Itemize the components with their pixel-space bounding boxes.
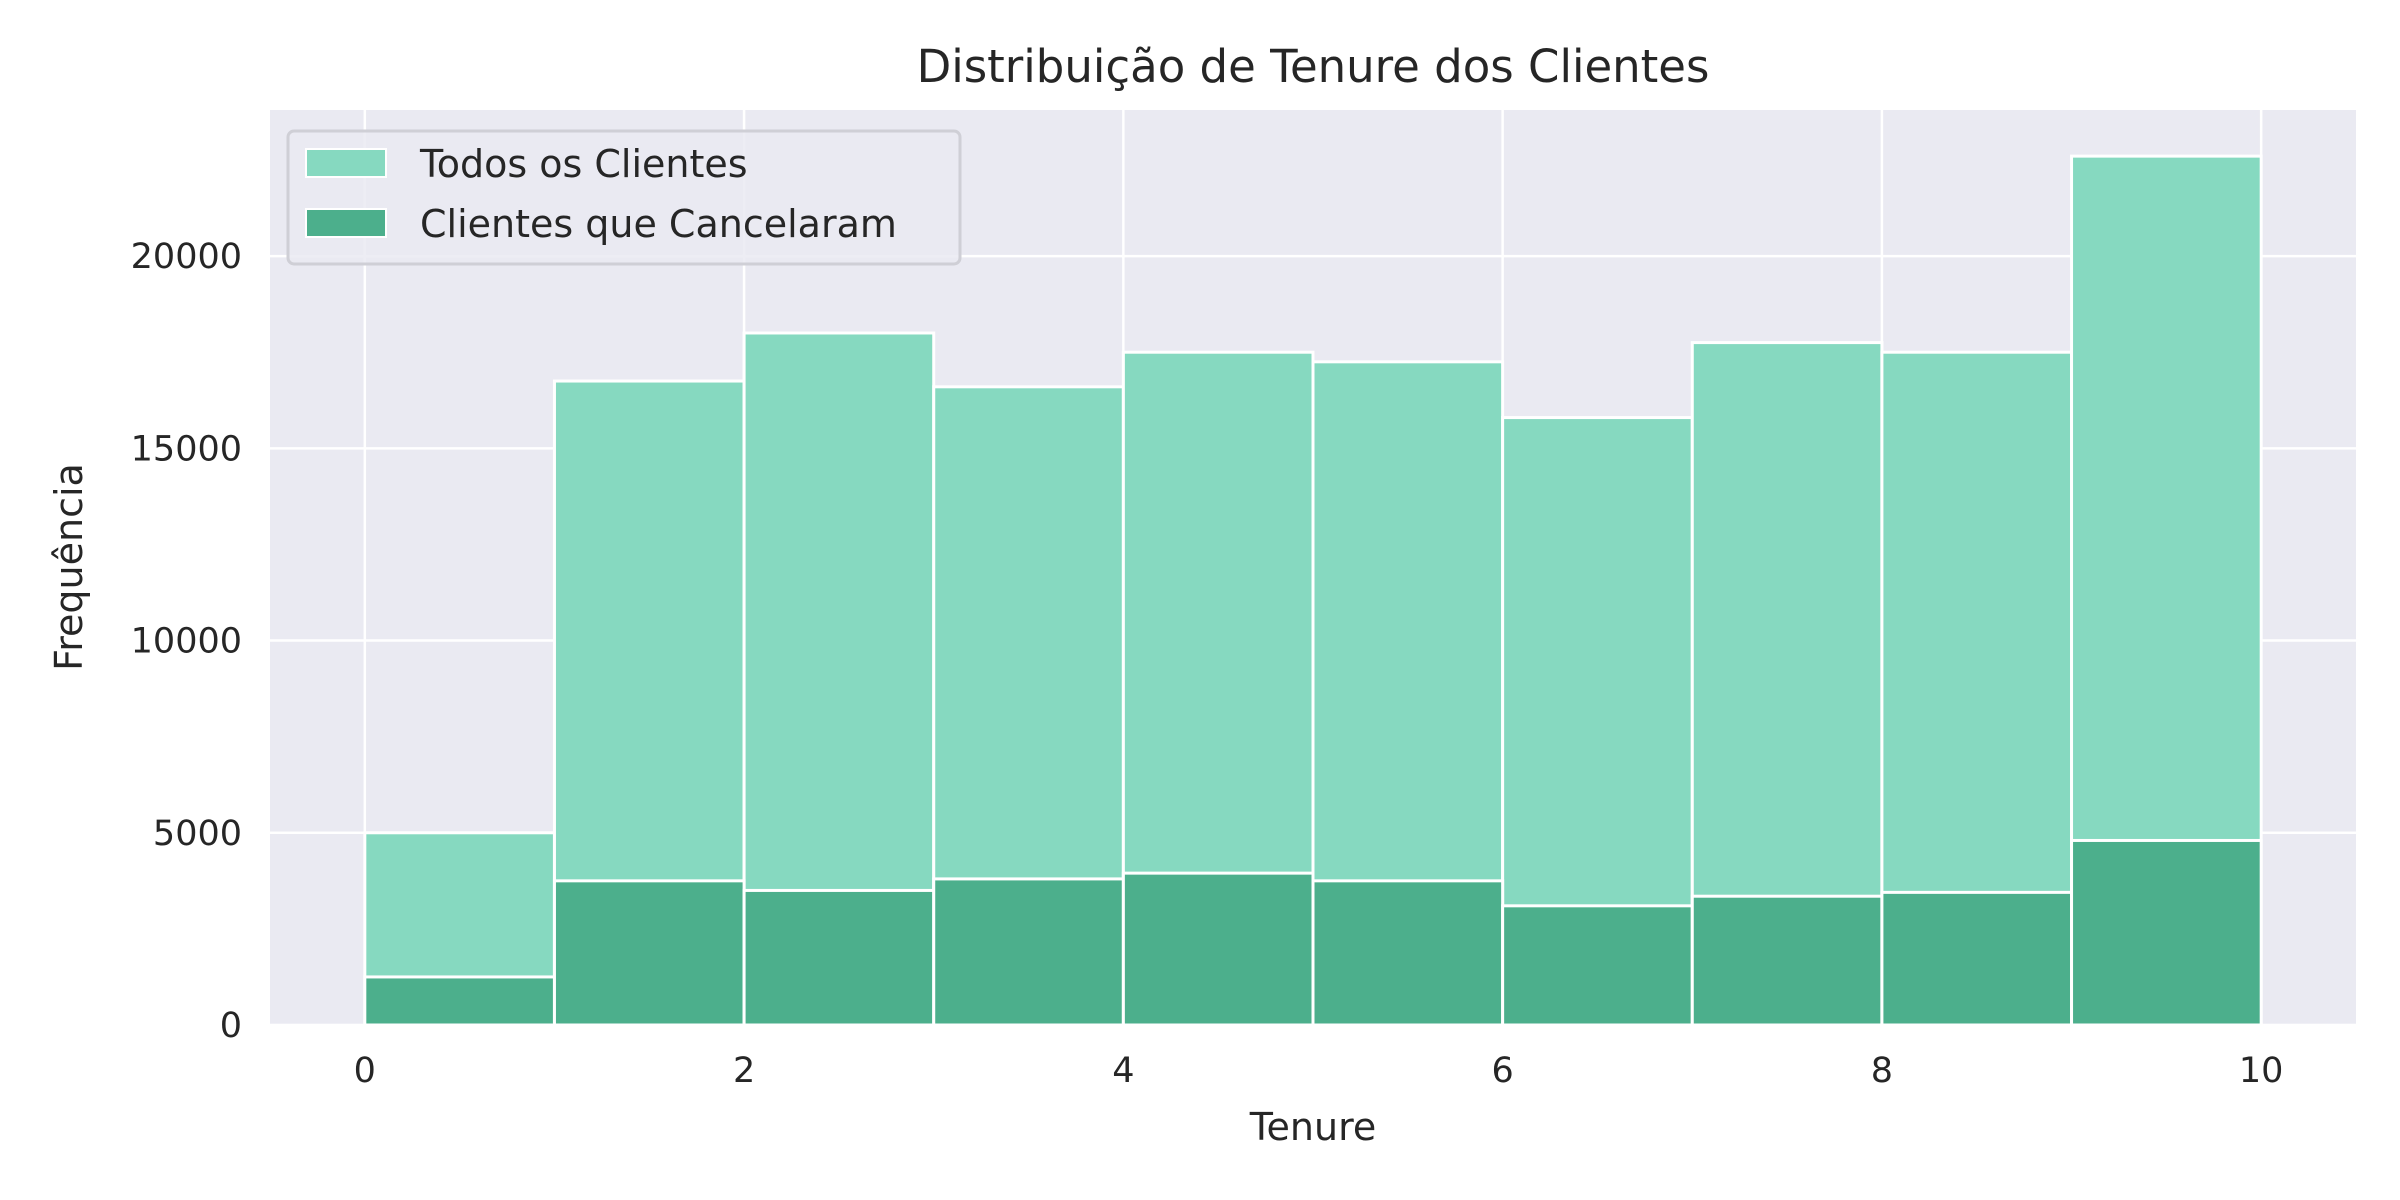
bar-churned-clients	[1880, 890, 2074, 1027]
x-tick-label: 0	[354, 1051, 376, 1091]
y-tick-label: 5000	[153, 814, 242, 854]
bar-churned-clients	[2070, 838, 2263, 1027]
bar-churned-clients	[742, 888, 936, 1027]
legend-label-all: Todos os Clientes	[419, 142, 748, 186]
y-tick-label: 20000	[131, 237, 242, 277]
bar-churned-clients	[552, 879, 746, 1027]
bars-churned-clients	[363, 838, 2263, 1027]
legend: Todos os Clientes Clientes que Cancelara…	[286, 129, 962, 266]
x-axis-label: Tenure	[1249, 1105, 1376, 1149]
y-tick-label: 0	[220, 1006, 242, 1046]
chart-title: Distribuição de Tenure dos Clientes	[917, 40, 1710, 93]
legend-swatch-all	[305, 148, 387, 178]
x-tick-label: 4	[1112, 1051, 1134, 1091]
bar-churned-clients	[1501, 904, 1694, 1027]
legend-box	[286, 129, 962, 266]
y-axis-label: Frequência	[47, 463, 91, 671]
bar-churned-clients	[363, 975, 556, 1027]
legend-swatch-churn	[305, 208, 387, 238]
x-tick-label: 2	[733, 1051, 755, 1091]
bar-churned-clients	[1690, 894, 1884, 1027]
x-axis-ticks: 0 2 4 6 8 10	[354, 1051, 2284, 1091]
x-tick-label: 8	[1871, 1051, 1893, 1091]
y-tick-label: 10000	[131, 622, 242, 662]
bar-churned-clients	[1311, 879, 1505, 1027]
bar-churned-clients	[932, 877, 1125, 1027]
bar-churned-clients	[1121, 871, 1315, 1027]
y-tick-label: 15000	[131, 429, 242, 469]
x-tick-label: 6	[1491, 1051, 1513, 1091]
x-tick-label: 10	[2239, 1051, 2284, 1091]
legend-label-churn: Clientes que Cancelaram	[420, 202, 897, 246]
y-axis-ticks: 0 5000 10000 15000 20000	[131, 237, 242, 1046]
